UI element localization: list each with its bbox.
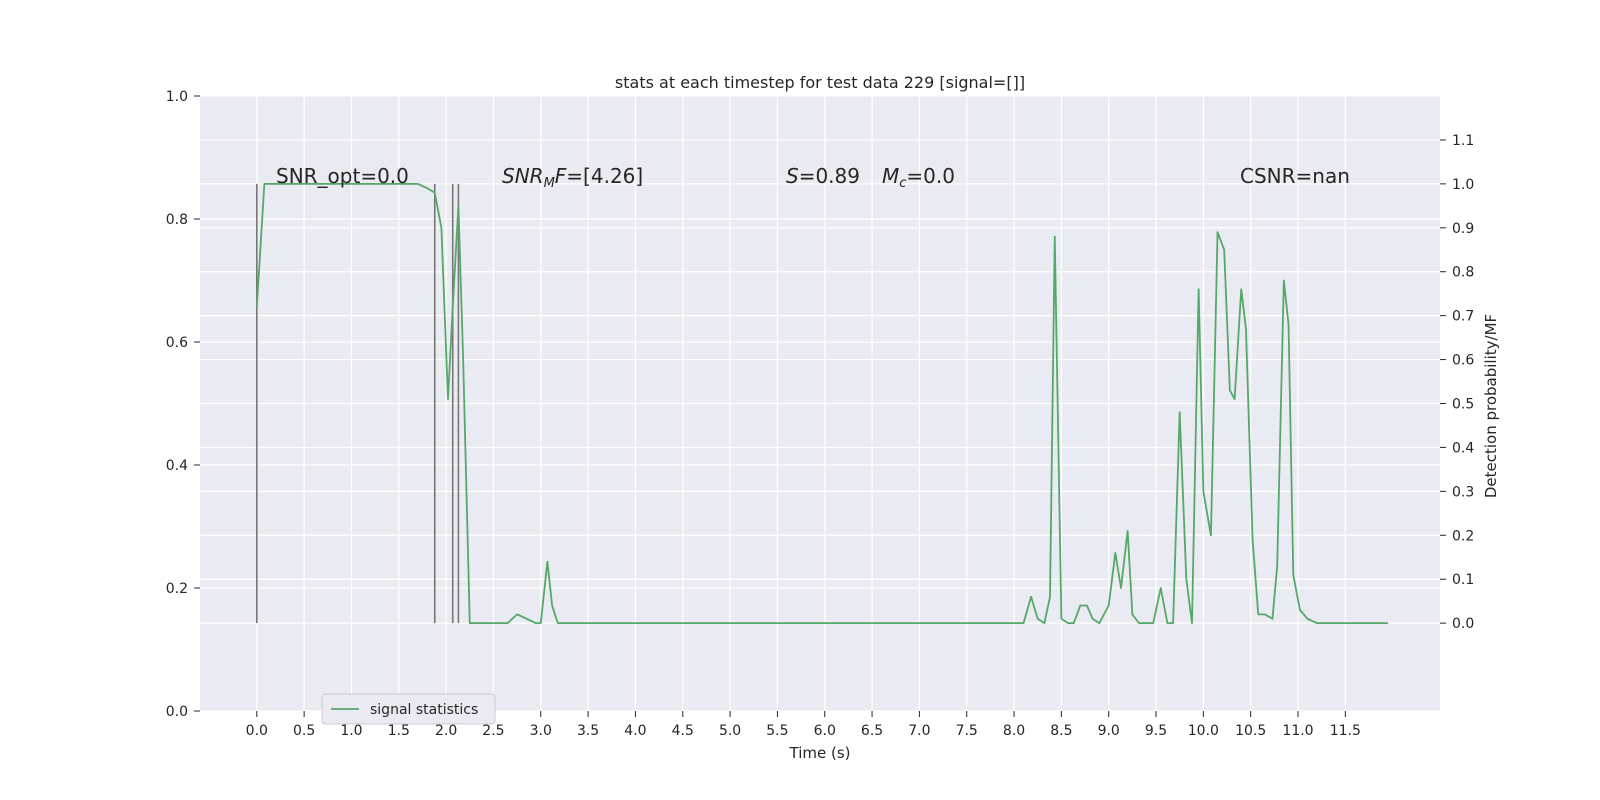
y-ticks-left: 0.0 0.2 0.4 0.6 0.8 1.0: [166, 89, 200, 720]
s-symbol: S: [786, 164, 799, 188]
x-tick-label: 6.5: [861, 723, 883, 739]
x-tick-label: 0.0: [246, 723, 268, 739]
snr-mf-base: SNR: [502, 164, 544, 188]
x-ticks: 0.0 0.5 1.0 1.5 2.0 2.5 3.0 3.5 4.0 4.5 5.0 5.5 6.0 6…: [246, 711, 1361, 739]
x-tick-label: 9.0: [1098, 723, 1120, 739]
y-tick-label: 0.2: [166, 581, 188, 597]
x-tick-label: 10.5: [1235, 723, 1266, 739]
x-tick-label: 9.5: [1145, 723, 1167, 739]
annotation-snr-mf: SNRMF=[4.26]: [502, 164, 643, 191]
y-right-tick-label: 0.8: [1452, 265, 1474, 281]
legend: signal statistics: [321, 693, 496, 725]
x-tick-label: 5.0: [719, 723, 741, 739]
s-value: =0.89: [799, 164, 860, 188]
x-tick-label: 3.0: [530, 723, 552, 739]
y-right-tick-label: 0.2: [1452, 528, 1474, 544]
series-line-signal-statistics: [255, 182, 1388, 625]
x-tick-label: 4.0: [624, 723, 646, 739]
y-right-tick-label: 0.3: [1452, 484, 1474, 500]
y-right-tick-label: 1.1: [1452, 133, 1474, 149]
annotation-csnr: CSNR=nan: [1240, 164, 1350, 188]
x-tick-label: 5.5: [766, 723, 788, 739]
y-tick-label: 0.0: [166, 704, 188, 720]
x-tick-label: 3.5: [577, 723, 599, 739]
y-tick-label: 1.0: [166, 89, 188, 105]
x-tick-label: 2.0: [435, 723, 457, 739]
y-right-tick-label: 0.5: [1452, 397, 1474, 413]
chart-title: stats at each timestep for test data 229…: [615, 73, 1025, 92]
x-tick-label: 1.5: [388, 723, 410, 739]
annotation-snr-opt: SNR_opt=0.0: [276, 164, 409, 188]
y-tick-label: 0.6: [166, 335, 188, 351]
y-tick-label: 0.8: [166, 212, 188, 228]
y-right-tick-label: 0.0: [1452, 616, 1474, 632]
mc-symbol: M: [882, 164, 899, 188]
annotation-s: S=0.89: [786, 164, 860, 188]
x-tick-label: 0.5: [293, 723, 315, 739]
mc-sub: c: [899, 176, 906, 191]
x-tick-label: 10.0: [1188, 723, 1219, 739]
x-tick-label: 7.0: [908, 723, 930, 739]
x-axis-label: Time (s): [789, 744, 851, 762]
x-tick-label: 8.0: [1003, 723, 1025, 739]
x-tick-label: 4.5: [672, 723, 694, 739]
y-right-tick-label: 0.9: [1452, 221, 1474, 237]
x-tick-label: 6.0: [814, 723, 836, 739]
x-tick-label: 7.5: [956, 723, 978, 739]
vertical-markers: [255, 183, 460, 624]
series-layer: [255, 182, 1388, 625]
x-tick-label: 11.5: [1330, 723, 1361, 739]
x-tick-label: 8.5: [1050, 723, 1072, 739]
y-right-tick-label: 0.7: [1452, 309, 1474, 325]
legend-box: [321, 693, 496, 725]
y-right-tick-label: 0.4: [1452, 440, 1474, 456]
snr-mf-tail: F: [555, 164, 567, 188]
y-right-tick-label: 0.6: [1452, 353, 1474, 369]
x-tick-label: 11.0: [1282, 723, 1313, 739]
y-right-tick-label: 1.0: [1452, 177, 1474, 193]
y-ticks-right: 0.0 0.1 0.2 0.3 0.4 0.5 0.6 0.7 0.8 0.9 1.0 1.1: [1440, 133, 1474, 632]
snr-mf-value: =[4.26]: [566, 164, 643, 188]
mc-value: =0.0: [906, 164, 955, 188]
y-axis-label-right: Detection probability/MF: [1482, 314, 1500, 498]
x-tick-label: 2.5: [482, 723, 504, 739]
x-tick-label: 1.0: [340, 723, 362, 739]
y-tick-label: 0.4: [166, 458, 188, 474]
y-right-tick-label: 0.1: [1452, 572, 1474, 588]
annotation-mc: Mc=0.0: [882, 164, 955, 191]
snr-mf-sub: M: [544, 176, 555, 191]
legend-label: signal statistics: [370, 702, 478, 718]
